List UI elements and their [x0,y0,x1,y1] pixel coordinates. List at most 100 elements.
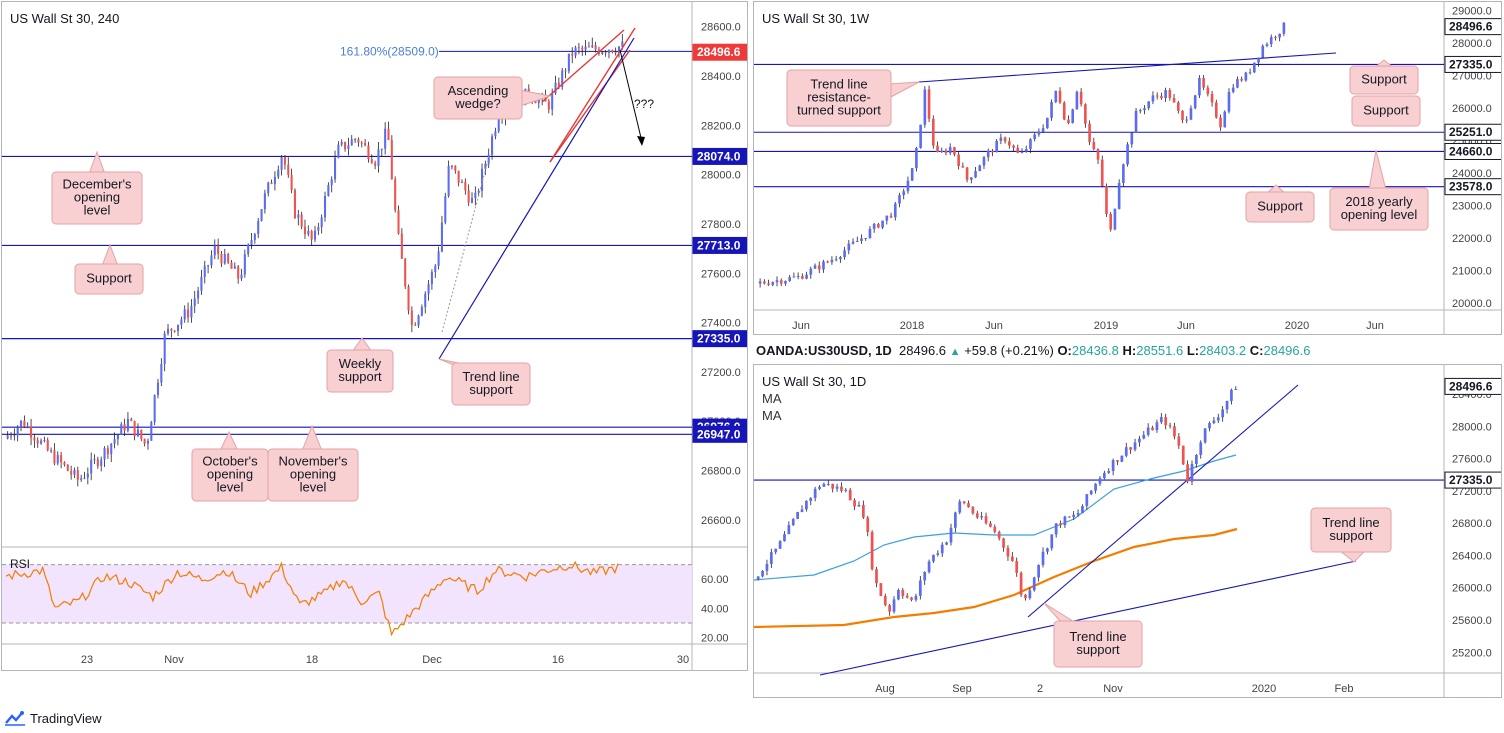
candle-up [1230,389,1233,401]
candle-up [796,276,800,278]
price-tick: 28200.0 [701,120,741,132]
candle-down [564,70,567,72]
candle-down [414,324,417,326]
candle-up [1236,79,1239,88]
rsi-label: RSI [10,557,30,571]
weekly-chart-pane[interactable]: US Wall St 30, 1W Trend line resistance-tu… [753,1,1502,335]
candle-up [954,512,957,528]
h4-chart[interactable]: US Wall St 30, 240 161.80%(28509.0)??? Asc… [2,2,748,671]
price-tag: 23578.0 [1449,180,1493,194]
candle-down [1059,523,1062,526]
candle-up [591,45,594,48]
rsi-tick: 60.00 [701,574,729,586]
candle-down [883,595,887,606]
candle-up [16,427,19,436]
low-key: L: [1186,343,1200,358]
candle-up [120,424,123,435]
candle-up [26,426,29,428]
candle-up [1223,111,1227,128]
time-label: 2020 [1252,683,1276,695]
callout-pointer [888,81,920,99]
candle-down [1173,426,1176,437]
candle-up [561,70,564,87]
candle-up [243,254,246,275]
chart-title: US Wall St 30, 240 [10,11,119,26]
candle-down [1210,94,1214,103]
candle-up [857,504,861,507]
candle-down [63,462,66,465]
candle-down [70,470,73,475]
price-tick: 27200.0 [1452,486,1492,498]
candle-down [387,128,390,140]
price-tag: 25251.0 [1449,125,1493,139]
candle-up [999,137,1003,141]
candle-down [1012,145,1015,148]
candle-up [177,324,180,332]
daily-chart[interactable]: US Wall St 30, 1D MA MA Trend line support Tr… [754,365,1502,698]
candle-up [497,118,500,132]
candle-up [1037,131,1041,135]
rsi-line [5,560,619,637]
candle-down [1274,37,1277,39]
candle-down [1168,90,1172,98]
candle-up [440,222,443,252]
support-callout-1: Support [1349,59,1419,95]
candle-up [180,319,183,325]
candle-down [1177,436,1181,446]
candle-down [1151,427,1154,431]
callout-box [451,362,531,406]
candle-up [554,82,557,94]
candle-up [892,599,896,612]
high-value: 28551.6 [1136,343,1184,358]
ma-label: MA [762,391,782,406]
candle-down [1024,594,1027,599]
candle-down [931,118,935,146]
candle-down [133,420,136,437]
candle-down [9,435,13,437]
candle-up [1134,110,1138,133]
callout-box [51,171,143,225]
tradingview-logo[interactable]: TradingView [4,708,102,728]
candle-up [1122,164,1125,184]
candle-up [855,240,859,242]
high-key: H: [1122,343,1137,358]
candle-up [1107,471,1111,473]
candle-down [1058,90,1062,103]
candle-up [1261,45,1265,58]
candle-down [1003,137,1007,142]
candle-up [277,169,280,177]
candle-down [877,223,880,228]
candle-up [110,443,113,455]
callout-box [1329,187,1429,231]
candle-up [1190,464,1194,482]
candle-down [400,233,403,259]
candle-down [961,166,965,168]
candle-up [756,576,760,580]
candle-up [427,284,430,294]
candle-down [577,47,580,49]
ohlc-legend: OANDA:US30USD, 1D 28496.6 ▲ +59.8 (+0.21… [756,342,1310,360]
weekly-chart[interactable]: US Wall St 30, 1W Trend line resistance-tu… [754,2,1502,335]
candle-down [1105,185,1108,214]
candle-up [1199,442,1203,455]
candle-down [1096,149,1100,160]
candle-up [90,459,93,474]
support-callout-2: Support [1351,95,1421,127]
candle-down [1062,102,1066,120]
daily-chart-pane[interactable]: US Wall St 30, 1D MA MA Trend line support Tr… [753,364,1502,698]
candle-up [958,501,962,513]
candle-down [936,145,939,153]
candle-up [787,525,791,535]
candle-up [380,148,383,150]
h4-chart-pane[interactable]: US Wall St 30, 240 161.80%(28509.0)??? Asc… [1,1,748,671]
candle-up [1071,109,1074,123]
symbol-label[interactable]: OANDA:US30USD, 1D [756,343,892,358]
candle-down [817,265,821,270]
candle-up [354,139,357,141]
price-tag: 27335.0 [697,332,741,346]
time-label: Jun [792,320,810,332]
callout-box [267,448,359,502]
candle-down [993,526,997,532]
candle-up [494,131,497,137]
price-tick: 22000.0 [1452,233,1492,245]
